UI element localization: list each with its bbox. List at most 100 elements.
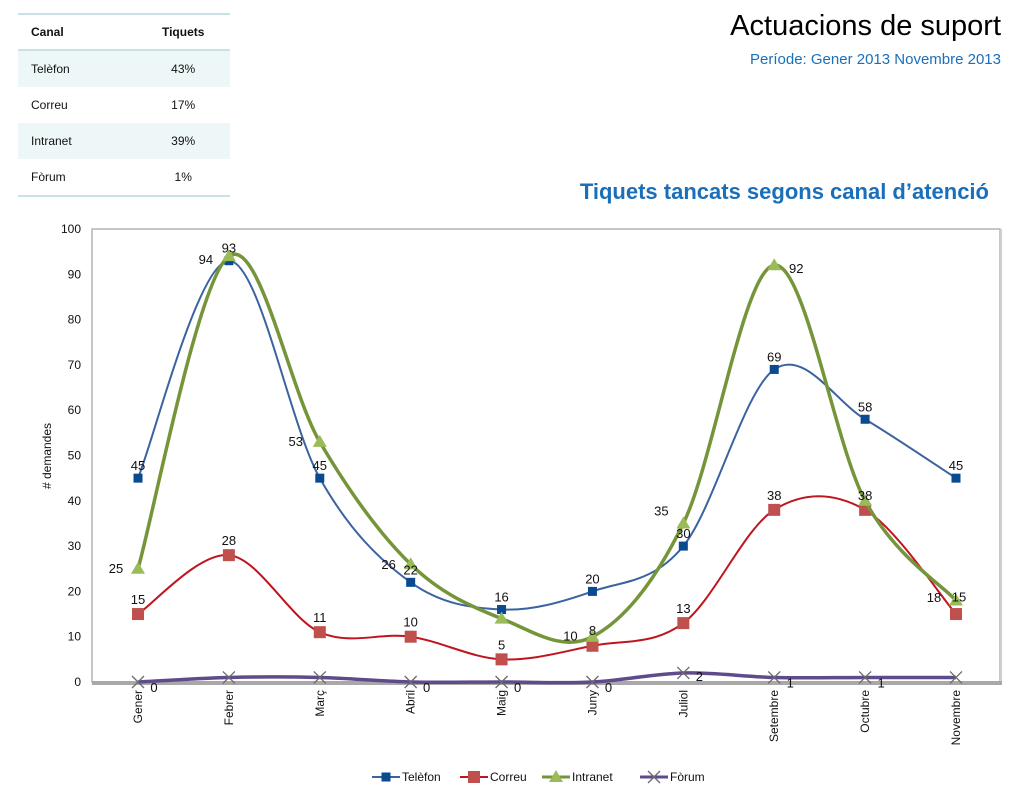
table-row: Correu 17% (18, 87, 230, 123)
y-tick-label: 100 (61, 222, 81, 236)
series-line (137, 671, 956, 685)
data-label: 93 (222, 241, 236, 256)
data-label: 2 (696, 669, 703, 684)
series-line (136, 252, 958, 644)
data-label: 11 (313, 610, 327, 625)
column-header-tiquets: Tiquets (136, 13, 230, 51)
legend-item-telèfon: Telèfon (372, 770, 441, 784)
data-label: 10 (403, 615, 417, 630)
row-tiquets: 1% (136, 159, 230, 197)
data-label: 15 (952, 589, 966, 604)
data-point (403, 557, 418, 570)
row-canal: Fòrum (18, 159, 137, 197)
data-point (678, 541, 688, 551)
table-row: Telèfon 43% (18, 50, 230, 87)
data-point (767, 671, 781, 684)
data-label: 18 (927, 590, 941, 605)
data-point (676, 666, 690, 680)
y-tick-label: 80 (68, 313, 82, 327)
legend-item-correu: Correu (460, 770, 527, 784)
series-intranet (131, 249, 963, 644)
data-point (949, 671, 963, 684)
data-label: 22 (403, 562, 417, 577)
data-label: 92 (789, 261, 803, 276)
data-label: 13 (676, 601, 690, 616)
data-point (495, 675, 509, 689)
data-label: 5 (498, 637, 505, 652)
data-label: 58 (858, 399, 872, 414)
data-point (769, 364, 779, 374)
data-label: 30 (676, 526, 690, 541)
data-label: 20 (585, 571, 599, 586)
row-canal: Correu (31, 98, 68, 112)
data-label: 38 (858, 488, 872, 503)
data-point (768, 503, 781, 516)
x-tick-label: Març (313, 690, 327, 717)
data-label: 1 (877, 675, 884, 690)
data-point (494, 611, 509, 624)
data-point (858, 493, 873, 506)
data-point (312, 434, 327, 447)
data-point (951, 473, 961, 483)
data-label: 10 (563, 629, 577, 644)
table-row: Fòrum 1% (18, 159, 230, 197)
data-point (676, 516, 691, 529)
data-point (222, 549, 235, 562)
data-point (313, 671, 327, 684)
summary-table: Canal Tiquets Telèfon 43% Correu 17% Int… (18, 13, 230, 197)
data-label: 1 (787, 675, 794, 690)
row-canal: Telèfon (18, 50, 137, 87)
x-tick-label: Setembre (767, 690, 781, 742)
y-axis-label: # demandes (40, 423, 54, 489)
legend-label: Correu (490, 770, 527, 784)
data-point (495, 653, 508, 666)
x-tick-label: Juny (585, 690, 599, 715)
data-label: 45 (131, 458, 145, 473)
series-correu (132, 495, 962, 666)
y-tick-label: 30 (68, 539, 82, 553)
data-label: 15 (131, 592, 145, 607)
y-tick-label: 10 (68, 630, 82, 644)
data-label: 0 (150, 680, 157, 695)
data-label: 25 (109, 561, 123, 576)
data-point (221, 249, 236, 262)
row-tiquets: 39% (136, 123, 230, 159)
data-point (131, 675, 145, 689)
x-tick-label: Maig (495, 690, 509, 716)
summary-table-header: Canal Tiquets (18, 13, 230, 51)
legend-marker-icon (468, 771, 480, 783)
data-label: 0 (514, 680, 521, 695)
row-canal: Intranet (18, 123, 137, 159)
y-tick-label: 60 (68, 403, 82, 417)
data-point (585, 629, 600, 642)
data-label: 53 (289, 434, 303, 449)
legend-item-intranet: Intranet (542, 770, 613, 784)
data-label: 45 (313, 458, 327, 473)
y-tick-label: 0 (74, 675, 81, 689)
data-point (404, 675, 418, 689)
period-subtitle: Període: Gener 2013 Novembre 2013 (750, 51, 1001, 68)
legend-label: Fòrum (670, 770, 705, 784)
data-point (406, 577, 416, 587)
data-point (949, 593, 963, 606)
data-point (222, 671, 236, 684)
y-tick-label: 40 (68, 494, 82, 508)
y-tick-label: 50 (68, 449, 82, 463)
data-point (586, 639, 599, 652)
y-tick-label: 70 (68, 358, 82, 372)
x-tick-label: Juliol (676, 690, 690, 717)
data-point (313, 626, 326, 639)
data-point (131, 561, 145, 574)
y-tick-label: 20 (68, 584, 82, 598)
series-fòrum (131, 666, 963, 689)
data-label: 0 (423, 680, 430, 695)
column-header-canal: Canal (18, 13, 137, 51)
y-tick-label: 90 (68, 267, 82, 281)
data-point (133, 473, 143, 483)
data-point (767, 258, 782, 271)
x-tick-label: Abril (404, 690, 418, 714)
data-point (587, 586, 597, 596)
legend-marker-icon (381, 772, 391, 782)
data-point (315, 473, 325, 483)
